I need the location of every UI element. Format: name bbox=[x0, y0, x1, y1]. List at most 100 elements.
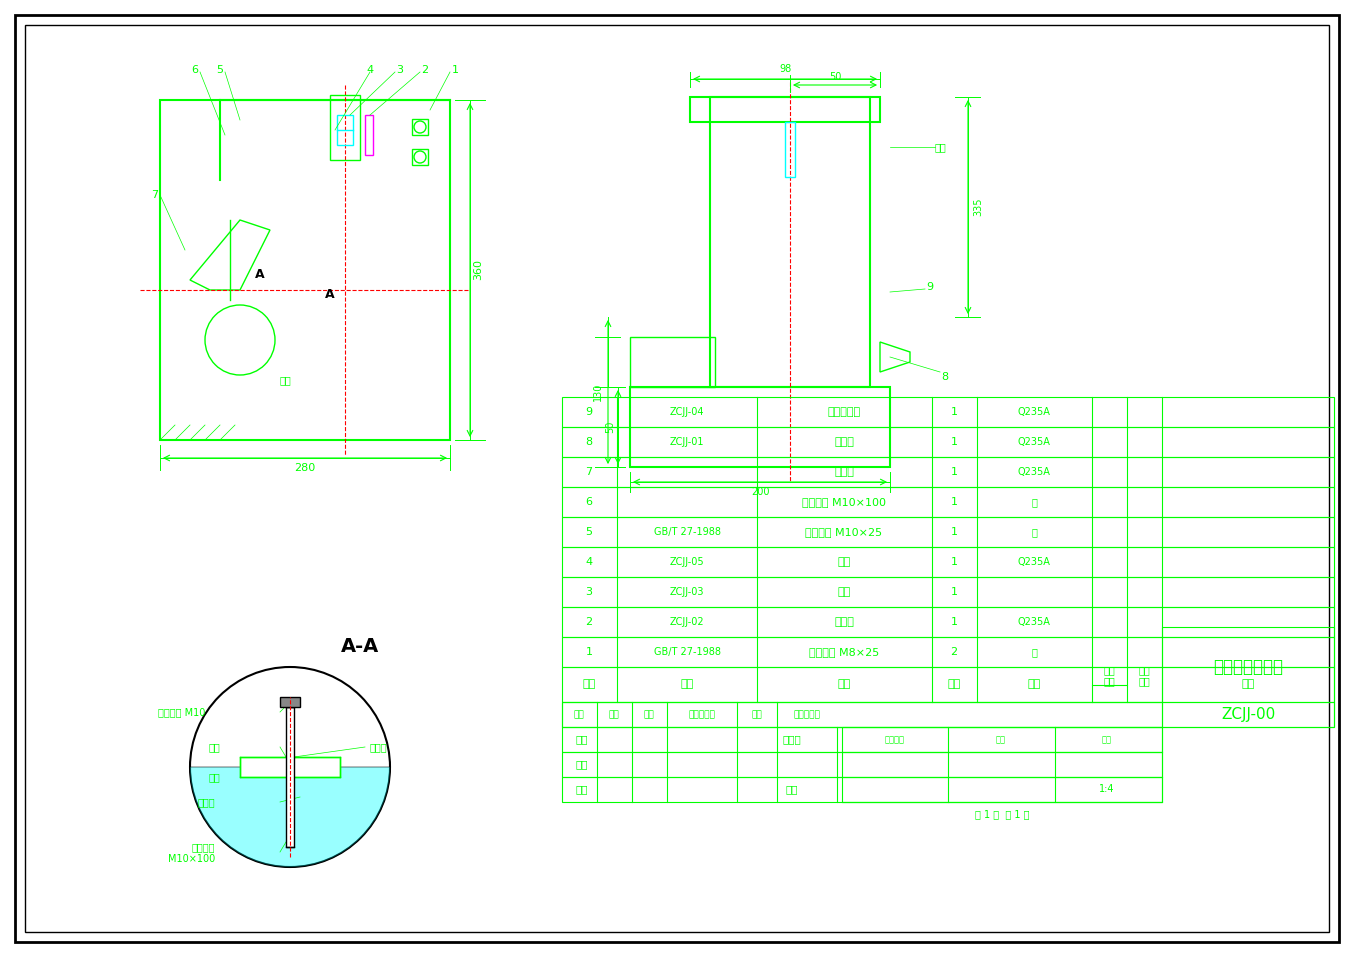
Text: 6: 6 bbox=[585, 497, 593, 507]
Text: 1: 1 bbox=[951, 527, 957, 537]
Text: 设计: 设计 bbox=[575, 735, 588, 745]
Bar bbox=[630, 337, 715, 387]
Text: 200: 200 bbox=[750, 487, 769, 497]
Wedge shape bbox=[190, 767, 390, 867]
Text: 阶段标记: 阶段标记 bbox=[886, 735, 904, 744]
Text: 六角螺母 M10×25: 六角螺母 M10×25 bbox=[806, 527, 883, 537]
Text: 单件
重量: 单件 重量 bbox=[1104, 665, 1114, 686]
Text: 9: 9 bbox=[585, 407, 593, 417]
Text: 3: 3 bbox=[397, 65, 403, 75]
Text: 处数: 处数 bbox=[609, 710, 619, 719]
Text: 360: 360 bbox=[473, 259, 483, 280]
Text: Q235A: Q235A bbox=[1018, 617, 1051, 627]
Text: 1: 1 bbox=[951, 557, 957, 567]
Text: 1: 1 bbox=[585, 647, 593, 657]
Text: 2: 2 bbox=[585, 617, 593, 627]
Bar bbox=[412, 119, 428, 135]
Bar bbox=[562, 517, 1334, 547]
Text: 序号: 序号 bbox=[582, 679, 596, 689]
Bar bbox=[630, 387, 890, 467]
Bar bbox=[562, 397, 1334, 427]
Text: 6: 6 bbox=[191, 65, 199, 75]
Text: ZCJJ-04: ZCJJ-04 bbox=[670, 407, 704, 417]
Text: 1: 1 bbox=[951, 467, 957, 477]
Text: 零件: 零件 bbox=[280, 375, 291, 385]
Bar bbox=[337, 115, 353, 145]
Bar bbox=[709, 97, 871, 387]
Text: 材料: 材料 bbox=[1028, 679, 1041, 689]
Text: 标记: 标记 bbox=[574, 710, 585, 719]
Text: 4: 4 bbox=[367, 65, 374, 75]
Bar bbox=[562, 637, 1334, 667]
Bar bbox=[366, 115, 372, 155]
Text: 钢: 钢 bbox=[1030, 527, 1037, 537]
Text: M10×100: M10×100 bbox=[168, 854, 215, 864]
Text: 零件: 零件 bbox=[934, 142, 946, 152]
Text: 工艺: 工艺 bbox=[575, 785, 588, 794]
Text: 签名: 签名 bbox=[751, 710, 762, 719]
Bar bbox=[562, 427, 1334, 457]
Text: 更改文件号: 更改文件号 bbox=[689, 710, 715, 719]
Text: GB/T 27-1988: GB/T 27-1988 bbox=[654, 527, 720, 537]
Text: 快速定位销: 快速定位销 bbox=[827, 407, 861, 417]
Text: 零件: 零件 bbox=[209, 772, 219, 782]
Bar bbox=[562, 577, 1334, 607]
Text: A-A: A-A bbox=[341, 637, 379, 657]
Text: 钢: 钢 bbox=[1030, 497, 1037, 507]
Bar bbox=[330, 95, 360, 160]
Text: Q235A: Q235A bbox=[1018, 467, 1051, 477]
Text: 2: 2 bbox=[951, 647, 957, 657]
Bar bbox=[562, 487, 1334, 517]
Bar bbox=[1162, 627, 1334, 727]
Text: 代号: 代号 bbox=[680, 679, 693, 689]
Text: 钻套: 钻套 bbox=[837, 587, 850, 597]
Bar bbox=[562, 607, 1334, 637]
Text: 335: 335 bbox=[974, 198, 983, 216]
Text: 50: 50 bbox=[829, 72, 841, 82]
Text: A: A bbox=[255, 269, 265, 281]
Text: Q235A: Q235A bbox=[1018, 557, 1051, 567]
Bar bbox=[160, 100, 450, 440]
Text: 钢: 钢 bbox=[1030, 647, 1037, 657]
Bar bbox=[280, 697, 301, 707]
Bar bbox=[562, 777, 1162, 802]
Text: GB/T 27-1988: GB/T 27-1988 bbox=[654, 647, 720, 657]
Bar bbox=[562, 702, 1334, 727]
Bar bbox=[562, 752, 1162, 777]
Text: 7: 7 bbox=[585, 467, 593, 477]
Text: 压板: 压板 bbox=[209, 742, 219, 752]
Bar bbox=[412, 149, 428, 165]
Text: 年、月、日: 年、月、日 bbox=[793, 710, 821, 719]
Text: 3: 3 bbox=[585, 587, 593, 597]
Text: 标准化: 标准化 bbox=[783, 735, 802, 745]
Bar bbox=[562, 702, 1162, 727]
Text: 共 1 张  第 1 张: 共 1 张 第 1 张 bbox=[975, 809, 1029, 819]
Text: 备注: 备注 bbox=[1242, 679, 1255, 689]
Text: 5: 5 bbox=[217, 65, 223, 75]
Bar bbox=[562, 727, 1162, 752]
Text: 98: 98 bbox=[779, 64, 791, 74]
Text: 圆柱垫: 圆柱垫 bbox=[834, 467, 854, 477]
Text: 1: 1 bbox=[451, 65, 459, 75]
Bar bbox=[842, 727, 1162, 802]
Text: 2: 2 bbox=[421, 65, 429, 75]
Text: 1: 1 bbox=[951, 437, 957, 447]
Bar bbox=[691, 97, 880, 122]
Text: 批准: 批准 bbox=[785, 785, 799, 794]
Text: 1: 1 bbox=[951, 497, 957, 507]
Bar bbox=[240, 757, 340, 777]
Text: 1: 1 bbox=[951, 617, 957, 627]
Text: 9: 9 bbox=[926, 282, 933, 292]
Text: 重量: 重量 bbox=[997, 735, 1006, 744]
Text: 双头螺柱 M10×100: 双头螺柱 M10×100 bbox=[802, 497, 886, 507]
Text: ZCJJ-00: ZCJJ-00 bbox=[1221, 707, 1275, 723]
Text: 六角螺栓 M8×25: 六角螺栓 M8×25 bbox=[808, 647, 879, 657]
Text: ZCJJ-05: ZCJJ-05 bbox=[670, 557, 704, 567]
Text: 总计
重量: 总计 重量 bbox=[1139, 665, 1150, 686]
Text: 130: 130 bbox=[593, 383, 603, 401]
Text: 比例: 比例 bbox=[1102, 735, 1112, 744]
Text: 1: 1 bbox=[951, 587, 957, 597]
Text: 双头螺柱: 双头螺柱 bbox=[191, 842, 215, 852]
Text: 数量: 数量 bbox=[948, 679, 960, 689]
Bar bbox=[562, 547, 1334, 577]
